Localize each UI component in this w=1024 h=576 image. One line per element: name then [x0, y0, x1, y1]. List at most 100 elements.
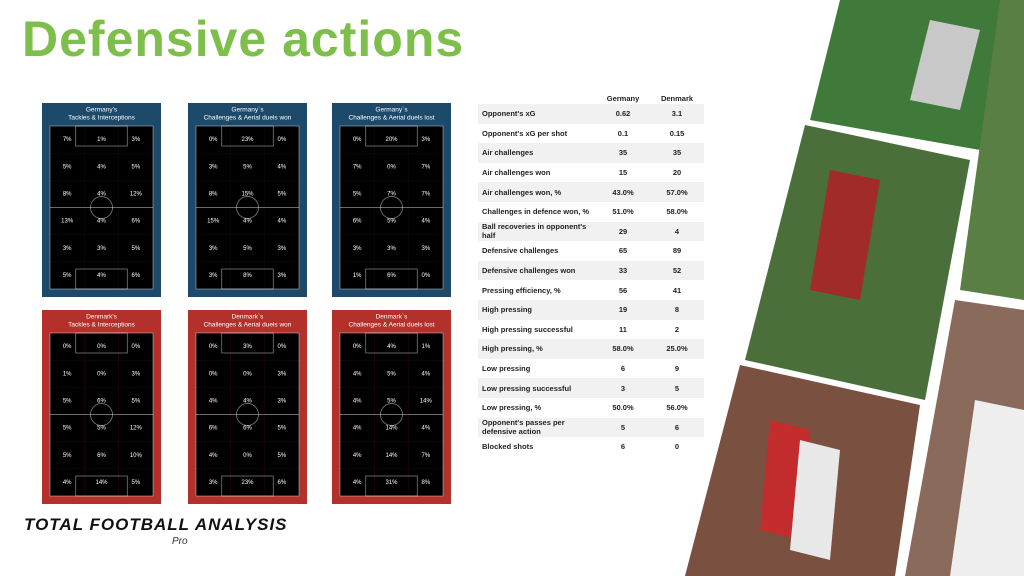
cell-label: 3% — [387, 246, 396, 252]
heat-cell — [50, 468, 85, 496]
table-row: Low pressing successful 3 5 — [478, 378, 704, 398]
penalty-box — [365, 268, 418, 290]
cell-value: 0 — [674, 442, 680, 452]
cell-label: 0% — [97, 371, 106, 377]
centre-circle — [236, 403, 259, 426]
cell-value: 9 — [674, 364, 680, 374]
row-label: High pressing successful — [482, 324, 573, 334]
table-row: High pressing successful 11 2 — [478, 320, 704, 340]
heat-cell — [340, 360, 375, 388]
cell-label: 4% — [421, 371, 430, 377]
heat-cell — [230, 234, 265, 262]
row-label: Low pressing — [482, 364, 531, 374]
table-row: Opponent's passes per defensive action 5 6 — [478, 417, 704, 438]
cell-label: 14% — [385, 453, 398, 459]
cell-label: 3% — [353, 246, 362, 252]
heat-cell — [374, 234, 409, 262]
cell-label: 5% — [277, 191, 286, 197]
heat-cell — [230, 414, 265, 442]
cell-value: 50.0% — [612, 403, 634, 413]
heat-cell — [374, 360, 409, 388]
cell-label: 4% — [243, 219, 252, 225]
penalty-box — [365, 125, 418, 147]
cell-value: 25.0% — [650, 339, 704, 359]
cell-label: 4% — [97, 191, 106, 197]
cell-label: 0% — [97, 344, 106, 350]
heat-cell — [50, 234, 85, 262]
cell-value: 3.1 — [650, 104, 704, 124]
cell-label: 8% — [243, 273, 252, 279]
row-label: Defensive challenges — [482, 246, 559, 256]
logo-sub: Pro — [172, 536, 188, 547]
heat-cell — [340, 261, 375, 289]
heat-cell — [340, 180, 375, 208]
cell-value: 20 — [672, 168, 682, 178]
cell-label: 5% — [63, 426, 72, 432]
cell-label: 0% — [63, 344, 72, 350]
row-label: High pressing — [478, 299, 596, 320]
cell-label: 5% — [63, 164, 72, 170]
cell-value: 56 — [618, 285, 628, 295]
heat-cell — [374, 333, 409, 361]
cell-label: 3% — [277, 246, 286, 252]
penalty-box — [75, 332, 128, 354]
centre-circle — [380, 403, 403, 426]
heat-cell — [408, 153, 443, 181]
cell-label: 7% — [387, 191, 396, 197]
heat-cell — [264, 207, 299, 235]
table-row: Opponent's xG 0.62 3.1 — [478, 104, 704, 124]
panel-title: Challenges & Aerial duels lost — [349, 322, 435, 329]
heat-cell — [408, 234, 443, 262]
cell-label: 7% — [421, 191, 430, 197]
cell-value: 3 — [596, 378, 650, 398]
cell-value: 33 — [596, 260, 650, 281]
cell-label: 0% — [131, 344, 140, 350]
heat-cell — [340, 387, 375, 415]
heat-cell — [408, 468, 443, 496]
cell-label: 3% — [421, 137, 430, 143]
heat-cell — [230, 126, 265, 154]
cell-label: 5% — [63, 273, 72, 279]
row-label: Low pressing successful — [478, 378, 596, 398]
cell-label: 4% — [97, 219, 106, 225]
photo-collage — [680, 0, 1024, 576]
heat-cell — [118, 261, 153, 289]
heat-cell — [374, 207, 409, 235]
cell-label: 1% — [353, 273, 362, 279]
heat-cell — [50, 261, 85, 289]
cell-label: 6% — [209, 426, 218, 432]
cell-label: 7% — [63, 137, 72, 143]
heat-cell — [118, 153, 153, 181]
heat-cell — [84, 387, 119, 415]
heat-cell — [196, 126, 231, 154]
photo-detail — [910, 20, 980, 110]
cell-value: 51.0% — [612, 207, 634, 217]
heat-cell — [196, 333, 231, 361]
table-row: Opponent's xG per shot 0.1 0.15 — [478, 124, 704, 144]
panel-title: Germany's — [86, 107, 118, 114]
cell-label: 4% — [387, 344, 396, 350]
heat-cell — [50, 387, 85, 415]
cell-label: 0% — [277, 344, 286, 350]
cell-label: 0% — [209, 371, 218, 377]
heat-cell — [408, 207, 443, 235]
panel-title: Denmark`s — [376, 314, 409, 321]
cell-value: 52 — [650, 260, 704, 281]
heat-cell — [50, 333, 85, 361]
heat-cell — [230, 360, 265, 388]
cell-value: 15 — [618, 168, 628, 178]
centre-circle — [380, 196, 403, 219]
cell-label: 6% — [243, 426, 252, 432]
table-row: Defensive challenges 65 89 — [478, 241, 704, 261]
cell-label: 15% — [241, 191, 254, 197]
heat-cell — [374, 441, 409, 469]
cell-label: 0% — [243, 453, 252, 459]
heat-cell — [118, 468, 153, 496]
heat-cell — [118, 207, 153, 235]
heat-cell — [196, 207, 231, 235]
cell-label: 3% — [209, 246, 218, 252]
cell-label: 23% — [241, 480, 254, 486]
row-label: Pressing efficiency, % — [482, 285, 561, 295]
